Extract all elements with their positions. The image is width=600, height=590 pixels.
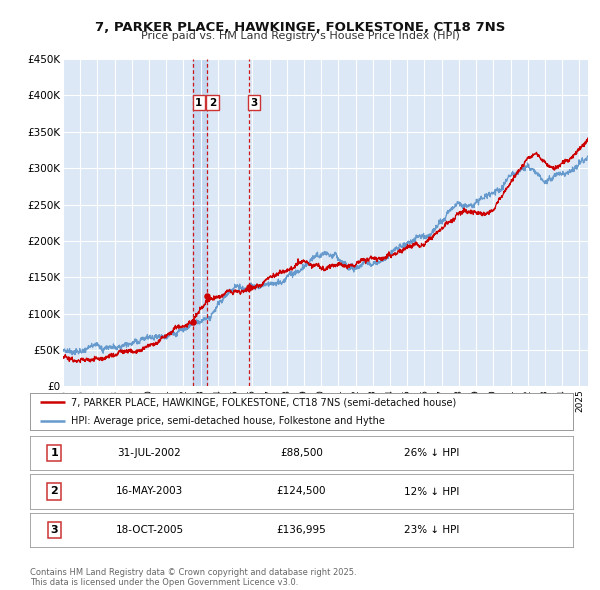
Text: 7, PARKER PLACE, HAWKINGE, FOLKESTONE, CT18 7NS: 7, PARKER PLACE, HAWKINGE, FOLKESTONE, C… <box>95 21 505 34</box>
Text: 12% ↓ HPI: 12% ↓ HPI <box>404 487 460 496</box>
Text: 23% ↓ HPI: 23% ↓ HPI <box>404 525 460 535</box>
Point <box>188 317 198 327</box>
Text: £136,995: £136,995 <box>277 525 326 535</box>
Text: 2: 2 <box>50 487 58 496</box>
Text: Price paid vs. HM Land Registry's House Price Index (HPI): Price paid vs. HM Land Registry's House … <box>140 31 460 41</box>
Point <box>202 291 212 300</box>
Text: 3: 3 <box>50 525 58 535</box>
Text: 3: 3 <box>250 98 258 107</box>
Text: 18-OCT-2005: 18-OCT-2005 <box>115 525 184 535</box>
Text: 26% ↓ HPI: 26% ↓ HPI <box>404 448 460 458</box>
Text: Contains HM Land Registry data © Crown copyright and database right 2025.
This d: Contains HM Land Registry data © Crown c… <box>30 568 356 587</box>
Text: 1: 1 <box>195 98 202 107</box>
Bar <box>193 59 207 386</box>
Text: 7, PARKER PLACE, HAWKINGE, FOLKESTONE, CT18 7NS (semi-detached house): 7, PARKER PLACE, HAWKINGE, FOLKESTONE, C… <box>71 397 456 407</box>
Point <box>244 282 254 291</box>
Text: HPI: Average price, semi-detached house, Folkestone and Hythe: HPI: Average price, semi-detached house,… <box>71 417 385 427</box>
Text: £88,500: £88,500 <box>280 448 323 458</box>
Text: 1: 1 <box>50 448 58 458</box>
Text: 2: 2 <box>209 98 216 107</box>
Text: £124,500: £124,500 <box>277 487 326 496</box>
Text: 31-JUL-2002: 31-JUL-2002 <box>118 448 181 458</box>
Text: 16-MAY-2003: 16-MAY-2003 <box>116 487 183 496</box>
